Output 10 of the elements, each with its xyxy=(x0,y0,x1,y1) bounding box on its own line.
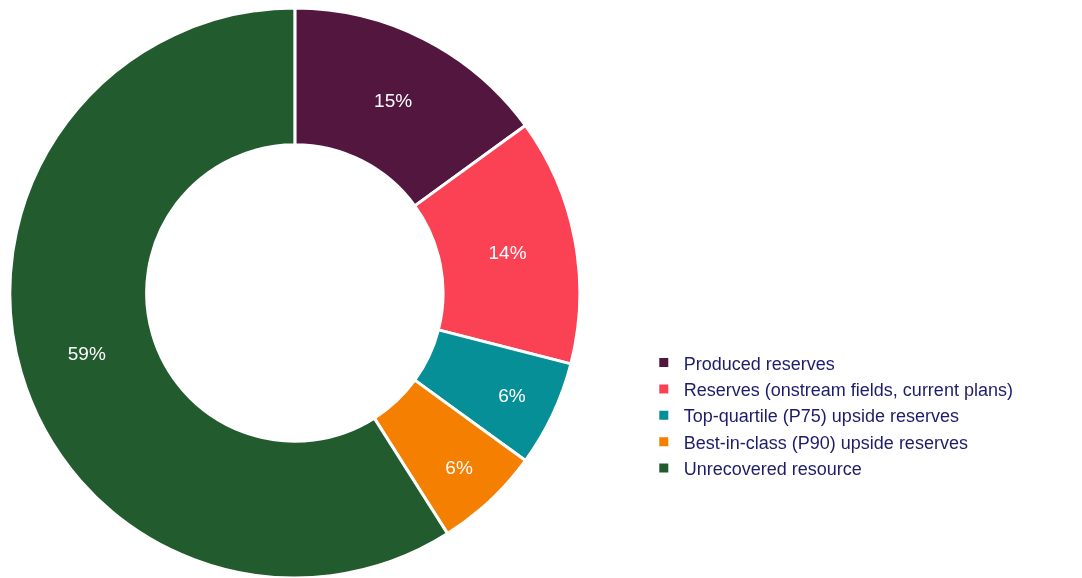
data-label: 6% xyxy=(498,384,526,406)
legend-label: Best-in-class (P90) upside reserves xyxy=(683,432,968,453)
data-label: 59% xyxy=(67,342,106,364)
data-label: 6% xyxy=(445,457,473,479)
legend-label: Produced reserves xyxy=(683,353,835,374)
data-label: 15% xyxy=(374,89,413,111)
legend-label: Unrecovered resource xyxy=(683,459,862,480)
data-label: 14% xyxy=(488,241,527,263)
legend-label: Reserves (onstream fields, current plans) xyxy=(683,379,1013,400)
legend-label: Top-quartile (P75) upside reserves xyxy=(683,406,959,427)
